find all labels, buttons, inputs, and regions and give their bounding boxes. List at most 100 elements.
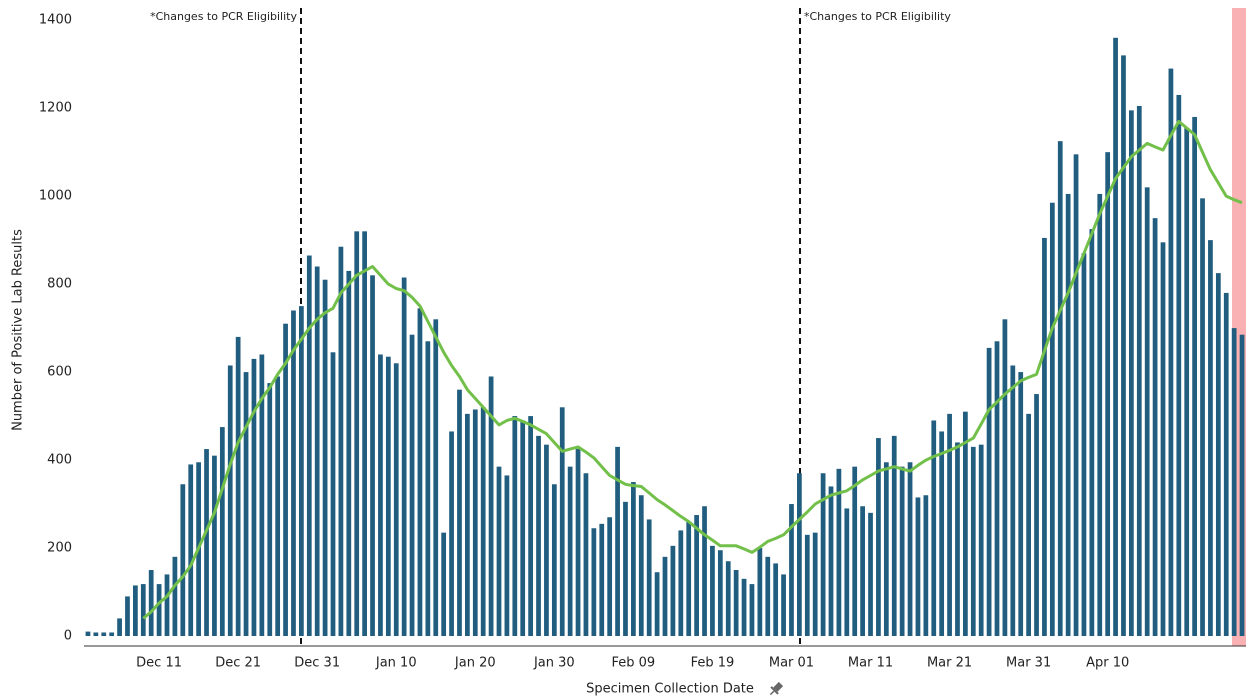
bar xyxy=(1081,253,1087,637)
bar xyxy=(717,550,723,637)
bar xyxy=(346,270,352,637)
bar xyxy=(180,484,186,637)
bar xyxy=(85,631,91,637)
bar xyxy=(1160,242,1166,637)
y-tick-label: 1000 xyxy=(39,189,72,204)
bar xyxy=(876,438,881,637)
bar xyxy=(1176,94,1182,637)
bar xyxy=(472,409,478,637)
bar xyxy=(883,462,889,637)
bar xyxy=(1239,334,1245,637)
bar xyxy=(156,584,162,637)
bar xyxy=(544,444,549,637)
bar xyxy=(283,323,288,637)
bar xyxy=(1200,198,1205,637)
bar xyxy=(314,266,320,637)
bar xyxy=(370,275,375,637)
bar xyxy=(1215,273,1221,637)
bar xyxy=(836,468,842,637)
bar xyxy=(1026,413,1031,637)
bar xyxy=(860,506,865,637)
bar xyxy=(441,532,447,637)
y-axis-title: Number of Positive Lab Results xyxy=(11,229,26,431)
bar xyxy=(1121,55,1126,637)
x-tick-label: Jan 10 xyxy=(375,656,417,671)
bar xyxy=(623,501,628,637)
bar xyxy=(409,334,415,637)
bar xyxy=(101,632,107,637)
bar xyxy=(986,347,992,637)
bar xyxy=(1168,68,1174,637)
bar xyxy=(133,585,138,637)
bar xyxy=(789,504,794,637)
bar xyxy=(812,532,818,637)
bar xyxy=(117,618,122,637)
bar xyxy=(1049,202,1055,637)
x-tick-label: Mar 11 xyxy=(848,656,893,671)
bar xyxy=(994,341,1000,637)
y-tick-label: 1400 xyxy=(39,13,72,28)
x-tick-label: Mar 01 xyxy=(769,656,814,671)
bar xyxy=(504,475,510,637)
bar xyxy=(417,308,423,637)
bar xyxy=(227,365,233,637)
bar xyxy=(828,486,834,637)
bar xyxy=(1073,154,1079,637)
bar xyxy=(749,584,755,637)
bar xyxy=(172,556,178,637)
bar xyxy=(852,466,858,637)
bar xyxy=(275,376,281,637)
bar xyxy=(322,279,328,637)
pin-icon xyxy=(769,681,784,696)
bar xyxy=(528,416,533,637)
bar xyxy=(757,548,763,637)
bar xyxy=(457,389,462,637)
bar xyxy=(401,277,407,637)
bar xyxy=(520,420,526,637)
bar xyxy=(1231,328,1237,637)
bar xyxy=(1018,372,1024,637)
bar xyxy=(939,431,945,637)
bar xyxy=(251,358,257,637)
bar xyxy=(710,545,715,637)
bar xyxy=(1097,193,1103,637)
bar xyxy=(797,473,802,637)
bar xyxy=(741,578,747,637)
bar xyxy=(646,519,652,637)
bar xyxy=(1105,152,1111,637)
bar xyxy=(465,413,470,637)
bar xyxy=(733,570,739,637)
moving-average-line xyxy=(142,119,1243,620)
bar xyxy=(947,413,952,637)
bar xyxy=(362,231,367,637)
bar xyxy=(804,534,810,637)
x-tick-label: Dec 11 xyxy=(136,656,182,671)
bar xyxy=(512,416,518,637)
bar xyxy=(1010,365,1016,637)
bar xyxy=(963,411,968,637)
bar xyxy=(591,528,597,637)
bar xyxy=(243,372,249,637)
x-tick-label: Mar 31 xyxy=(1006,656,1051,671)
bar xyxy=(306,255,312,637)
bar xyxy=(781,574,786,637)
bar xyxy=(125,596,130,637)
bar xyxy=(1208,240,1213,637)
bar xyxy=(1089,229,1095,637)
x-tick-label: Apr 10 xyxy=(1086,656,1129,671)
bar xyxy=(140,584,146,637)
x-tick-label: Jan 20 xyxy=(454,656,496,671)
bar xyxy=(694,515,699,637)
bar xyxy=(1034,394,1039,637)
bar xyxy=(1065,193,1071,637)
bar xyxy=(599,523,605,637)
bar xyxy=(844,508,850,637)
bar xyxy=(109,632,115,637)
bar xyxy=(899,466,905,637)
bar xyxy=(615,446,620,637)
x-tick-label: Jan 30 xyxy=(533,656,575,671)
bar xyxy=(385,356,391,637)
bar xyxy=(338,246,344,637)
bar xyxy=(702,506,707,637)
bar xyxy=(686,521,692,637)
